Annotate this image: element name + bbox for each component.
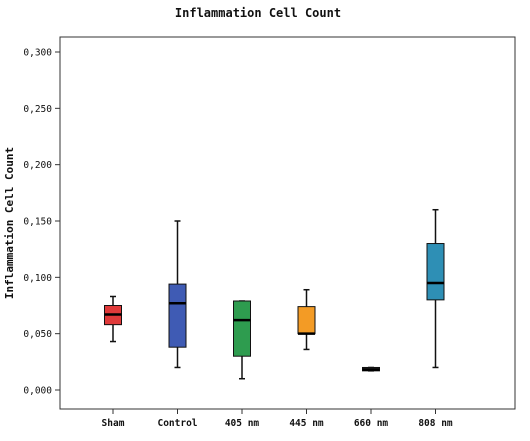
y-axis-label: Inflammation Cell Count [3,147,16,299]
box-iqr [297,306,316,335]
box-iqr [168,283,187,348]
box-iqr [426,243,445,301]
y-tick-label: 0,250 [23,104,52,115]
plot-area [59,36,516,410]
x-tick-label: Control [157,418,197,429]
x-axis: Sham Control 405 nm 445 nm 660 nm 808 nm [102,409,453,429]
box-1 [168,220,187,369]
box-5 [426,208,445,369]
chart-title: Inflammation Cell Count [175,6,341,20]
x-tick-label: 445 nm [289,418,324,429]
box-4 [362,366,380,372]
box-3 [297,288,316,351]
box-iqr [233,300,251,357]
x-tick-label: 660 nm [354,418,389,429]
box-0 [104,295,122,343]
y-tick-label: 0,300 [23,48,52,59]
y-tick-label: 0,200 [23,160,52,171]
y-axis: 0,000 0,050 0,100 0,150 0,200 0,250 0,300 [23,48,60,397]
y-tick-label: 0,000 [23,386,52,397]
x-tick-label: Sham [102,418,125,429]
box-2 [233,300,251,380]
box-series [104,208,445,380]
y-tick-label: 0,050 [23,329,52,340]
y-tick-label: 0,100 [23,273,52,284]
x-tick-label: 808 nm [418,418,453,429]
y-tick-label: 0,150 [23,217,52,228]
x-tick-label: 405 nm [225,418,260,429]
